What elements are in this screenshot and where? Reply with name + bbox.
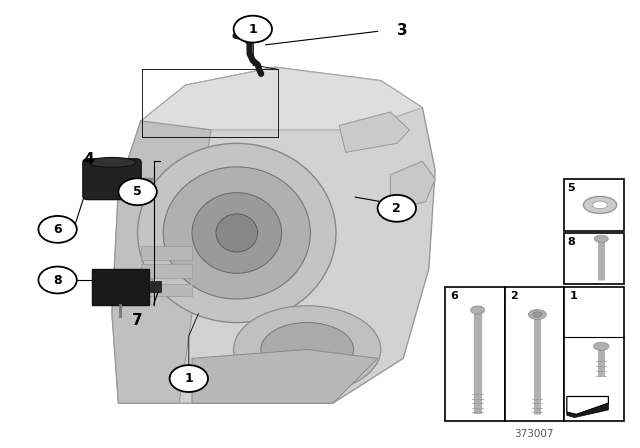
Ellipse shape [593,201,608,209]
Ellipse shape [529,310,547,319]
FancyBboxPatch shape [564,287,624,421]
Polygon shape [567,403,609,418]
Text: 2: 2 [509,291,517,301]
Ellipse shape [192,193,282,273]
FancyBboxPatch shape [92,269,149,305]
Ellipse shape [138,143,336,323]
Circle shape [118,178,157,205]
Ellipse shape [593,342,609,350]
Ellipse shape [234,306,381,393]
Polygon shape [141,284,192,296]
Circle shape [170,365,208,392]
Text: 4: 4 [83,151,93,167]
FancyBboxPatch shape [564,233,624,284]
Text: 5: 5 [133,185,142,198]
Ellipse shape [594,235,608,242]
Text: 1: 1 [570,291,577,301]
Polygon shape [339,112,410,152]
FancyBboxPatch shape [504,287,564,421]
Text: 7: 7 [132,313,143,328]
Text: 373007: 373007 [515,429,554,439]
Circle shape [38,216,77,243]
Polygon shape [112,67,435,403]
Text: 3: 3 [397,23,408,38]
Ellipse shape [470,306,484,314]
Circle shape [378,195,416,222]
Polygon shape [141,264,192,278]
FancyBboxPatch shape [564,179,624,231]
Ellipse shape [261,323,353,376]
Ellipse shape [88,158,136,167]
Text: 1: 1 [248,22,257,36]
Polygon shape [192,349,378,403]
Polygon shape [567,396,609,414]
Text: 8: 8 [53,273,62,287]
Polygon shape [141,67,422,130]
Text: 6: 6 [53,223,62,236]
Ellipse shape [584,196,617,214]
FancyBboxPatch shape [445,287,504,421]
Text: 2: 2 [392,202,401,215]
Polygon shape [112,121,211,403]
Text: 5: 5 [568,183,575,193]
Circle shape [38,267,77,293]
Ellipse shape [163,167,310,299]
Text: 1: 1 [184,372,193,385]
Text: 6: 6 [450,291,458,301]
Polygon shape [141,246,192,260]
FancyBboxPatch shape [149,281,161,292]
Circle shape [234,16,272,43]
Ellipse shape [216,214,258,252]
Text: 8: 8 [568,237,575,246]
Polygon shape [390,161,435,211]
FancyBboxPatch shape [83,159,141,200]
Ellipse shape [533,312,542,317]
